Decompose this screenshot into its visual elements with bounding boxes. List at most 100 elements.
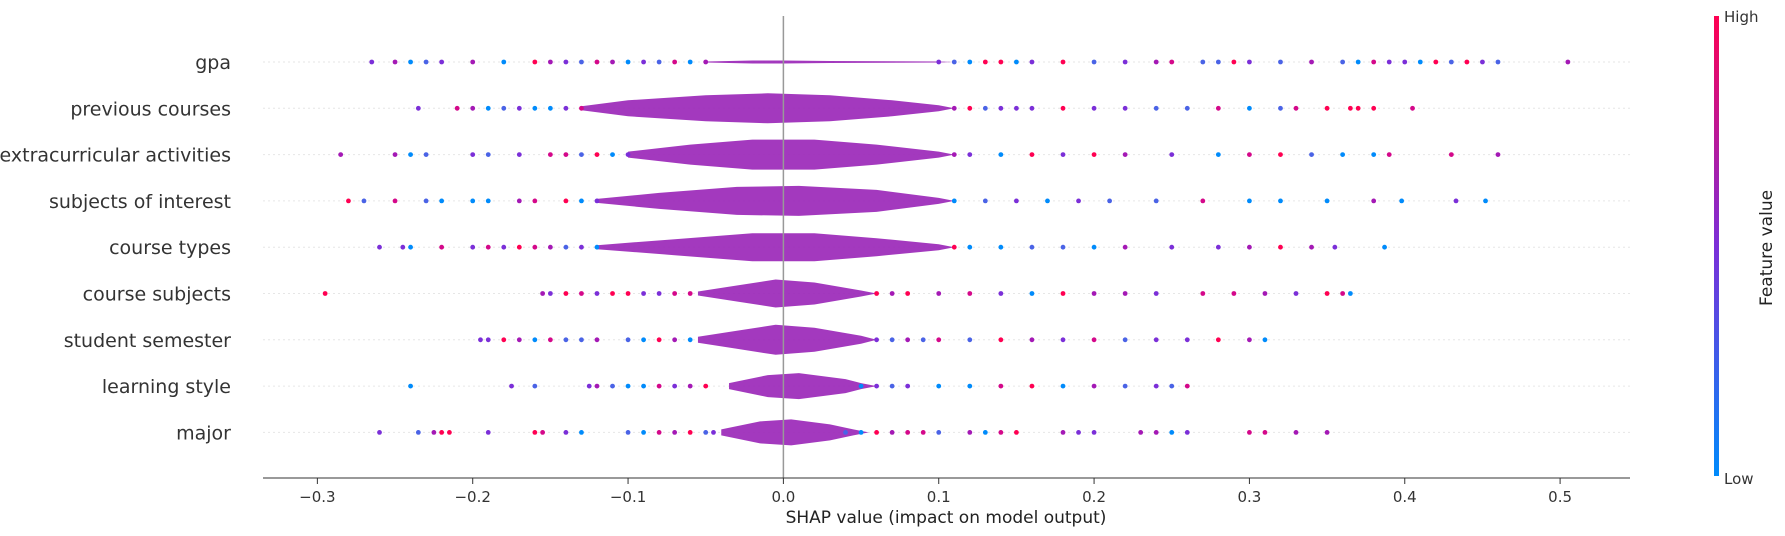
shap-point [1278,198,1283,204]
shap-point [532,244,538,250]
shap-point [470,59,476,65]
shap-point [532,105,538,111]
shap-point [1153,383,1159,389]
shap-point [641,291,646,296]
shap-point [1247,59,1252,65]
shap-point [1153,198,1159,204]
shap-point [874,383,879,389]
shap-point [423,198,429,204]
shap-point [1371,105,1377,111]
violin [697,279,877,308]
shap-point [889,337,895,343]
shap-point [982,198,988,204]
shap-point [610,152,615,158]
shap-point [1247,152,1252,158]
shap-point [1324,430,1330,435]
shap-point [470,198,476,204]
shap-point [998,105,1004,111]
shap-point [594,337,600,343]
shap-point [1324,105,1330,111]
shap-point [1014,198,1019,204]
shap-point [392,59,398,65]
shap-point [377,244,382,250]
shap-point [687,430,693,435]
shap-point [1107,198,1113,204]
shap-point [1200,198,1206,204]
shap-point [1045,198,1050,204]
shap-point [1293,291,1299,296]
shap-point [1184,337,1190,343]
violin [705,60,955,64]
shap-point [594,244,600,250]
shap-point [1355,105,1361,111]
shap-point [998,152,1004,158]
shap-point [967,59,973,65]
shap-point [579,337,584,343]
feature-row: student semester [64,324,1630,355]
shap-point [641,59,646,65]
shap-point [703,430,709,435]
x-tick-label: −0.2 [454,488,490,506]
shap-point [641,383,646,389]
feature-row: gpa [195,52,1630,74]
shap-point [1200,59,1206,65]
shap-point [889,291,895,296]
x-tick-label: 0.1 [927,488,951,506]
violin [628,139,955,170]
feature-row: subjects of interest [49,185,1630,216]
shap-point [485,105,491,111]
shap-point [1247,430,1252,435]
shap-point [579,244,584,250]
shap-point [1340,59,1346,65]
shap-point [516,198,522,204]
shap-point [439,244,445,250]
shap-point [905,383,911,389]
shap-point [874,430,879,435]
shap-point [982,430,988,435]
feature-label: course subjects [83,284,231,306]
shap-point [594,291,600,296]
shap-point [1091,337,1097,343]
shap-point [346,198,351,204]
shap-point [1153,59,1159,65]
shap-point [1464,59,1470,65]
shap-point [579,430,584,435]
shap-point [547,291,553,296]
shap-point [501,59,507,65]
shap-point [874,291,879,296]
shap-point [408,59,413,65]
shap-point [485,337,491,343]
shap-point [967,244,973,250]
shap-point [1495,152,1501,158]
shap-point [516,152,522,158]
shap-point [594,152,600,158]
feature-label: previous courses [70,98,231,120]
violin [721,419,869,446]
shap-point [641,430,646,435]
x-tick-label: −0.1 [610,488,646,506]
shap-point [392,152,398,158]
shap-point [579,59,584,65]
shap-point [1060,337,1066,343]
x-tick-label: 0.5 [1548,488,1572,506]
shap-point [656,337,662,343]
shap-point [563,105,569,111]
shap-point [1122,59,1128,65]
shap-point [1382,244,1387,250]
shap-point [982,59,988,65]
shap-point [1309,152,1314,158]
shap-point [563,198,569,204]
shap-point [547,105,553,111]
shap-point [1247,337,1252,343]
shap-point [998,337,1004,343]
feature-rows: gpa previous courses extracurricular activ… [0,52,1630,446]
shap-point [998,244,1004,250]
shap-point [1417,59,1423,65]
shap-point [1278,152,1283,158]
feature-label: extracurricular activities [0,145,231,167]
shap-point [967,105,973,111]
shap-point [1060,291,1066,296]
shap-point [998,383,1004,389]
shap-point [1029,152,1035,158]
shap-point [1215,244,1221,250]
